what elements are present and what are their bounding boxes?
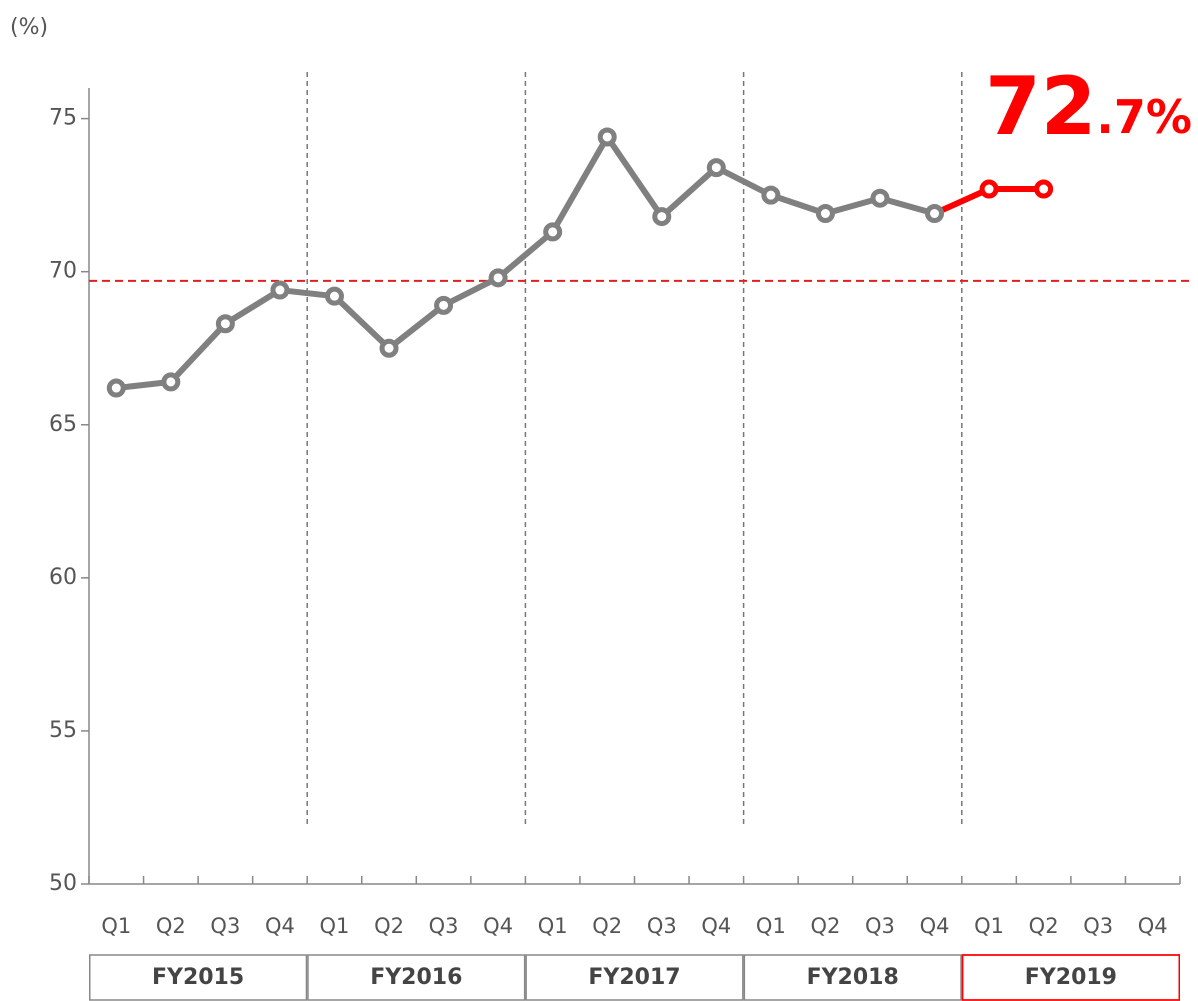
x-tick-label: Q3 bbox=[647, 914, 677, 938]
x-tick-label: Q3 bbox=[865, 914, 895, 938]
x-tick-label: Q2 bbox=[810, 914, 840, 938]
year-label: FY2017 bbox=[588, 965, 680, 990]
x-tick-label: Q4 bbox=[920, 914, 950, 938]
year-label: FY2015 bbox=[152, 965, 244, 990]
point bbox=[870, 188, 890, 208]
x-tick-label: Q1 bbox=[101, 914, 131, 938]
series-connector bbox=[933, 186, 991, 217]
x-tick-label: Q4 bbox=[1138, 914, 1168, 938]
point bbox=[1034, 179, 1054, 199]
point bbox=[434, 295, 454, 315]
point bbox=[270, 280, 290, 300]
year-box bbox=[307, 954, 526, 1001]
x-tick-label: Q4 bbox=[483, 914, 513, 938]
y-tick-label: 60 bbox=[49, 565, 77, 590]
x-tick-label: Q1 bbox=[320, 914, 350, 938]
y-tick-label: 55 bbox=[49, 718, 77, 743]
point bbox=[761, 185, 781, 205]
point bbox=[543, 222, 563, 242]
year-box-highlight bbox=[961, 954, 1180, 1001]
point bbox=[106, 378, 126, 398]
point bbox=[979, 179, 999, 199]
point bbox=[815, 204, 835, 224]
point bbox=[488, 268, 508, 288]
x-tick-label: Q3 bbox=[1083, 914, 1113, 938]
point bbox=[324, 286, 344, 306]
y-tick-label: 50 bbox=[49, 871, 77, 896]
y-tick-label: 65 bbox=[49, 412, 77, 437]
point bbox=[161, 372, 181, 392]
y-tick-label: 70 bbox=[49, 259, 77, 284]
x-tick-label: Q2 bbox=[1029, 914, 1059, 938]
y-axis-label: (%) bbox=[10, 15, 48, 40]
series-line bbox=[115, 133, 936, 392]
x-tick-label: Q2 bbox=[374, 914, 404, 938]
point bbox=[379, 338, 399, 358]
year-box bbox=[525, 954, 744, 1001]
year-box bbox=[89, 954, 308, 1001]
point bbox=[652, 207, 672, 227]
x-tick-label: Q4 bbox=[265, 914, 295, 938]
x-tick-label: Q1 bbox=[756, 914, 786, 938]
x-tick-label: Q3 bbox=[429, 914, 459, 938]
x-tick-label: Q4 bbox=[701, 914, 731, 938]
year-label: FY2018 bbox=[807, 965, 899, 990]
year-label: FY2016 bbox=[370, 965, 462, 990]
x-tick-label: Q2 bbox=[592, 914, 622, 938]
x-tick-label: Q1 bbox=[974, 914, 1004, 938]
point bbox=[597, 127, 617, 147]
year-box bbox=[743, 954, 962, 1001]
x-tick-label: Q3 bbox=[210, 914, 240, 938]
point bbox=[706, 158, 726, 178]
x-tick-label: Q1 bbox=[538, 914, 568, 938]
y-tick-label: 75 bbox=[49, 106, 77, 131]
x-tick-label: Q2 bbox=[156, 914, 186, 938]
point bbox=[215, 314, 235, 334]
point bbox=[925, 204, 945, 224]
annotation: 72.7% bbox=[985, 60, 1192, 153]
year-label: FY2019 bbox=[1025, 965, 1117, 990]
